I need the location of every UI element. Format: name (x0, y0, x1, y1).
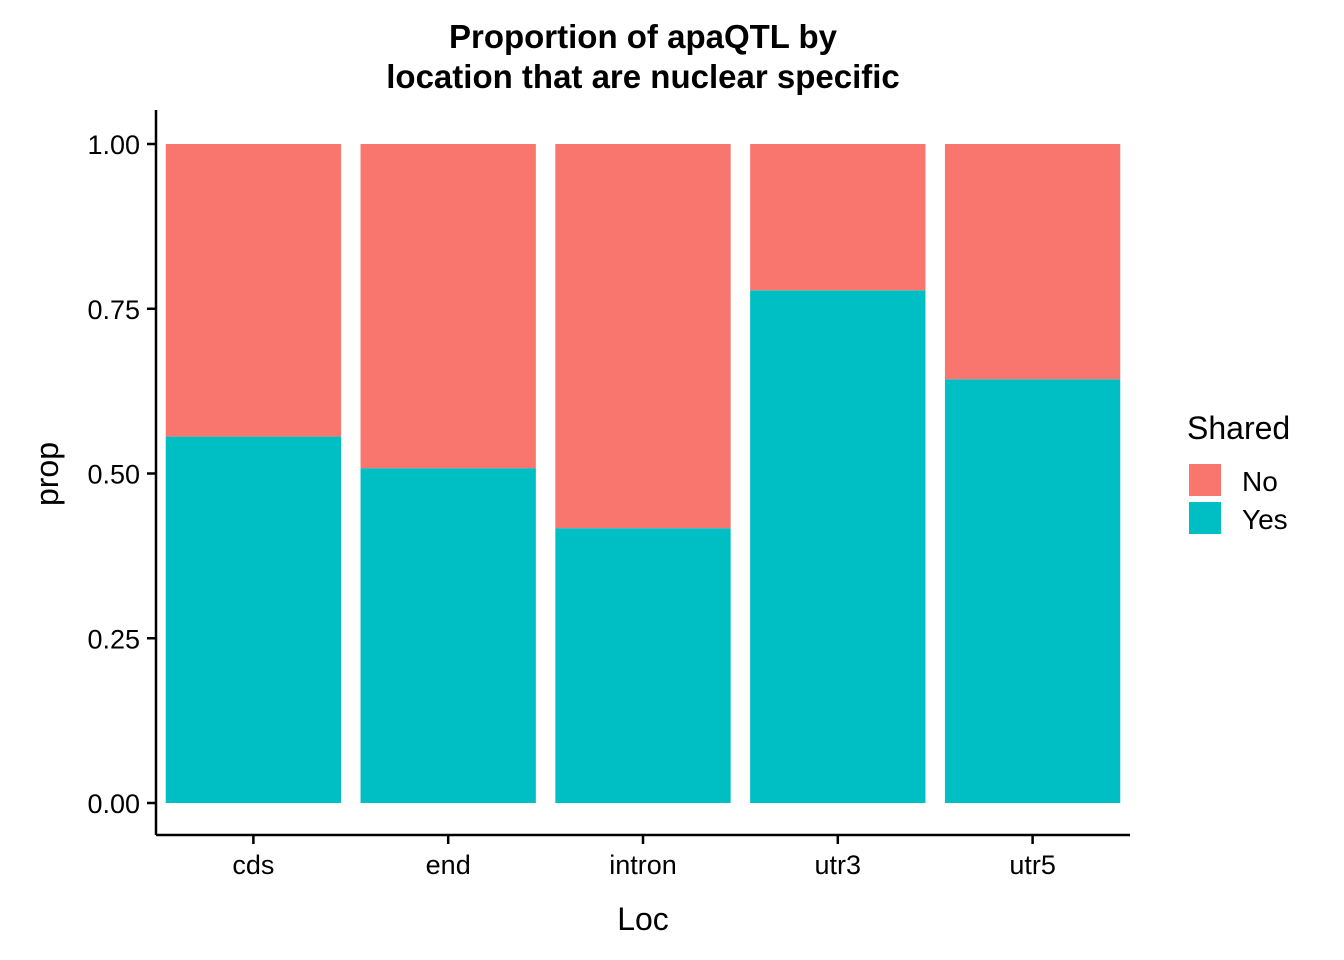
x-tick-label-intron: intron (609, 850, 677, 880)
x-tick-label-end: end (426, 850, 471, 880)
bar-intron-yes (555, 528, 731, 803)
y-axis-label: prop (29, 442, 65, 506)
x-tick-label-utr3: utr3 (815, 850, 862, 880)
bar-cds-yes (165, 436, 342, 803)
bar-utr5-no (944, 144, 1121, 380)
legend-swatch-no (1187, 462, 1223, 498)
legend-label-yes: Yes (1242, 504, 1288, 535)
chart-title: Proportion of apaQTL by location that ar… (386, 18, 900, 95)
y-tick-label: 1.00 (87, 130, 140, 160)
bar-utr3-no (750, 144, 926, 291)
x-tick-label-utr5: utr5 (1009, 850, 1056, 880)
bar-utr3-yes (750, 290, 926, 804)
chart-title-line-1: Proportion of apaQTL by (449, 18, 838, 55)
bars-group (165, 144, 1121, 804)
x-axis-label: Loc (617, 901, 669, 937)
x-tick-label-cds: cds (232, 850, 274, 880)
chart-title-line-2: location that are nuclear specific (386, 58, 900, 95)
y-tick-label: 0.75 (87, 295, 140, 325)
y-tick-label: 0.50 (87, 460, 140, 490)
x-axis: cds end intron utr3 utr5 (156, 833, 1130, 880)
bar-utr5-yes (944, 379, 1121, 803)
legend-swatch-yes (1187, 500, 1223, 536)
bar-end-yes (360, 468, 536, 803)
y-tick-label: 0.00 (87, 789, 140, 819)
bar-end-no (360, 144, 536, 469)
legend: Shared No Yes (1187, 410, 1290, 536)
legend-title: Shared (1187, 410, 1290, 446)
y-axis: 0.00 0.25 0.50 0.75 1.00 (87, 110, 158, 835)
bar-cds-no (165, 144, 342, 437)
legend-label-no: No (1242, 466, 1278, 497)
y-tick-label: 0.25 (87, 624, 140, 654)
bar-intron-no (555, 144, 731, 529)
